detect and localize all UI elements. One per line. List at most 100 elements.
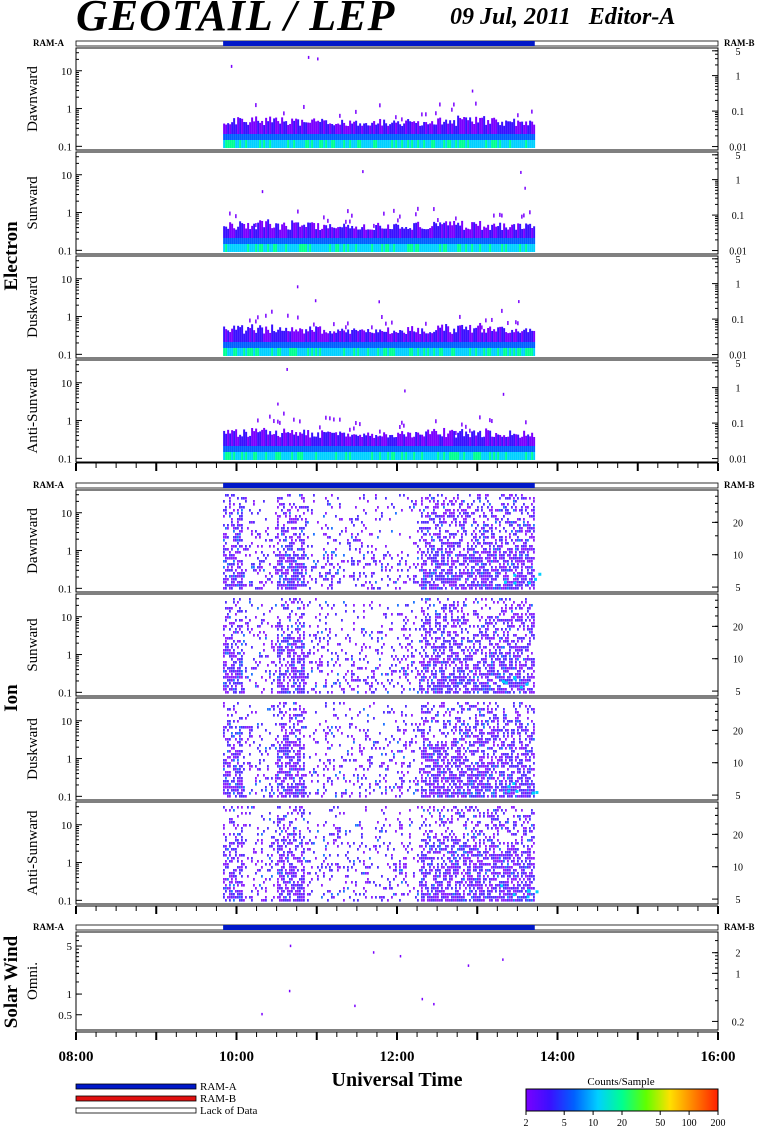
ram-b-label: RAM-B [724, 922, 755, 932]
panel-ion-sunward [75, 593, 719, 697]
legend-swatch-0 [75, 1083, 197, 1090]
panel-frame [75, 697, 719, 801]
panel-electron-anti-sunward [75, 359, 719, 463]
panel-label: Anti-Sunward [25, 810, 41, 895]
group-label-ion: Ion [1, 684, 22, 712]
colorbar-tick-label: 20 [617, 1118, 627, 1128]
group-label-solar-wind: Solar Wind [1, 935, 22, 1028]
y-tick-label-left: 1 [67, 650, 73, 662]
y-tick-label-right: 0.01 [729, 143, 747, 154]
date-label: 09 Jul, 2011 [450, 4, 571, 30]
panel-label: Duskward [25, 718, 41, 780]
y-tick-label-right: 1 [736, 72, 741, 83]
y-tick-label-left: 0.1 [58, 791, 72, 803]
spectrogram-data [223, 367, 536, 460]
y-tick-label-right: 5 [736, 791, 741, 802]
y-tick-label-left: 10 [61, 612, 73, 624]
spectrogram-data [223, 806, 539, 902]
ram-b-label: RAM-B [724, 38, 755, 48]
y-tick-label-right: 20 [733, 830, 743, 841]
y-tick-label-left: 1 [67, 989, 73, 1001]
x-tick-label: 08:00 [59, 1049, 94, 1065]
y-tick-label-left: 10 [61, 378, 73, 390]
colorbar-tick-label: 10 [588, 1118, 598, 1128]
ram-b-label: RAM-B [724, 480, 755, 490]
ram-a-coverage-bar [223, 41, 535, 46]
y-tick-label-right: 1 [736, 280, 741, 291]
colorbar [525, 1088, 719, 1112]
legend-label-1: RAM-B [200, 1093, 236, 1105]
y-tick-label-right: 0.2 [732, 1017, 745, 1028]
panel-label: Dawnward [25, 66, 41, 132]
y-tick-label-right: 5 [736, 583, 741, 594]
y-tick-label-left: 10 [61, 508, 73, 520]
y-tick-label-right: 20 [733, 726, 743, 737]
spectrogram-data [223, 494, 542, 590]
panel-frame [75, 801, 719, 905]
legend-swatch-2 [75, 1107, 197, 1114]
y-tick-label-left: 10 [61, 716, 73, 728]
x-tick-label: 10:00 [219, 1049, 254, 1065]
colorbar-title: Counts/Sample [587, 1076, 654, 1088]
y-tick-label-left: 0.1 [58, 583, 72, 595]
panel-label: Duskward [25, 276, 41, 338]
y-tick-label-right: 0.1 [732, 419, 745, 430]
y-tick-label-left: 0.1 [58, 141, 72, 153]
group-label-electron: Electron [1, 221, 22, 291]
editor-label: Editor-A [588, 4, 676, 30]
panel-label: Anti-Sunward [25, 368, 41, 453]
panel-electron-sunward [75, 151, 719, 255]
panel-label: Sunward [25, 618, 41, 672]
y-tick-label-right: 5 [736, 359, 741, 370]
y-tick-label-right: 10 [733, 759, 743, 770]
y-tick-label-right: 1 [736, 969, 741, 980]
panel-frame [75, 931, 719, 1031]
y-tick-label-left: 1 [67, 858, 73, 870]
panel-ion-anti-sunward [75, 801, 719, 905]
panel-electron-dawnward [75, 47, 719, 151]
date-editor-label: 09 Jul, 2011 Editor-A [450, 4, 675, 31]
y-tick-label-right: 0.1 [732, 315, 745, 326]
y-tick-label-right: 5 [736, 687, 741, 698]
y-tick-label-left: 0.1 [58, 349, 72, 361]
y-tick-label-right: 0.01 [729, 247, 747, 258]
spectrogram-data [223, 55, 536, 148]
y-tick-label-left: 1 [67, 104, 73, 116]
page-title: GEOTAIL / LEP [76, 0, 396, 40]
ram-a-coverage-bar [223, 483, 535, 488]
spectrogram-data [223, 170, 536, 252]
y-tick-label-right: 0.01 [729, 455, 747, 466]
y-tick-label-right: 2 [736, 949, 741, 960]
y-tick-label-left: 0.1 [58, 453, 72, 465]
panel-ion-duskward [75, 697, 719, 801]
colorbar-tick-label: 50 [655, 1118, 665, 1128]
y-tick-label-right: 20 [733, 518, 743, 529]
y-tick-label-right: 5 [736, 255, 741, 266]
y-tick-label-left: 5 [67, 941, 73, 953]
colorbar-tick-label: 5 [562, 1118, 567, 1128]
y-tick-label-left: 1 [67, 208, 73, 220]
y-tick-label-left: 1 [67, 416, 73, 428]
y-tick-label-left: 10 [61, 274, 73, 286]
y-tick-label-left: 0.1 [58, 687, 72, 699]
y-tick-label-right: 0.01 [729, 351, 747, 362]
y-tick-label-right: 0.1 [732, 211, 745, 222]
spectrogram-data [261, 944, 504, 1016]
panel-frame [75, 593, 719, 697]
y-tick-label-right: 5 [736, 151, 741, 162]
y-tick-label-left: 0.1 [58, 245, 72, 257]
panel-frame [75, 489, 719, 593]
x-tick-label: 14:00 [540, 1049, 575, 1065]
spectrogram-data [223, 702, 539, 798]
panel-electron-duskward [75, 255, 719, 359]
y-tick-label-right: 0.1 [732, 107, 745, 118]
y-tick-label-left: 1 [67, 312, 73, 324]
spectrogram-data [223, 598, 535, 694]
y-tick-label-left: 0.1 [58, 895, 72, 907]
panel-solar-wind-omni- [75, 931, 719, 1031]
y-tick-label-left: 10 [61, 820, 73, 832]
colorbar-tick-label: 2 [524, 1118, 529, 1128]
y-tick-label-right: 10 [733, 655, 743, 666]
y-tick-label-right: 5 [736, 895, 741, 906]
